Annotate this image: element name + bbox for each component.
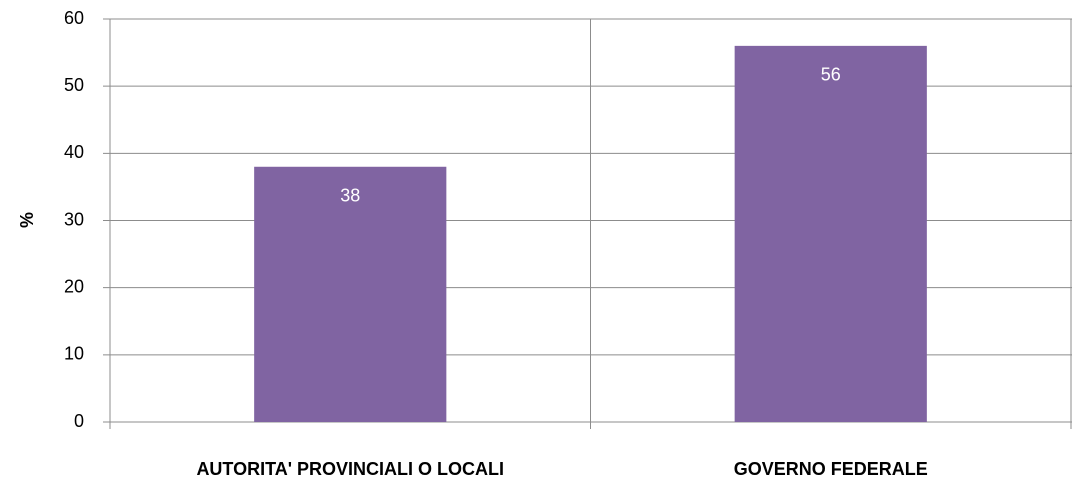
x-tick-label: AUTORITA' PROVINCIALI O LOCALI: [196, 459, 504, 479]
y-tick-label: 60: [64, 8, 84, 28]
bar: [734, 45, 927, 422]
y-tick-label: 50: [64, 75, 84, 95]
x-tick-label: GOVERNO FEDERALE: [734, 459, 928, 479]
y-tick-label: 30: [64, 209, 84, 229]
y-tick-label: 0: [74, 411, 84, 431]
y-axis-label: %: [17, 212, 37, 228]
y-tick-label: 10: [64, 344, 84, 364]
data-label: 56: [821, 65, 841, 85]
y-tick-label: 40: [64, 142, 84, 162]
y-tick-label: 20: [64, 276, 84, 296]
bar: [254, 166, 447, 422]
data-label: 38: [340, 186, 360, 206]
